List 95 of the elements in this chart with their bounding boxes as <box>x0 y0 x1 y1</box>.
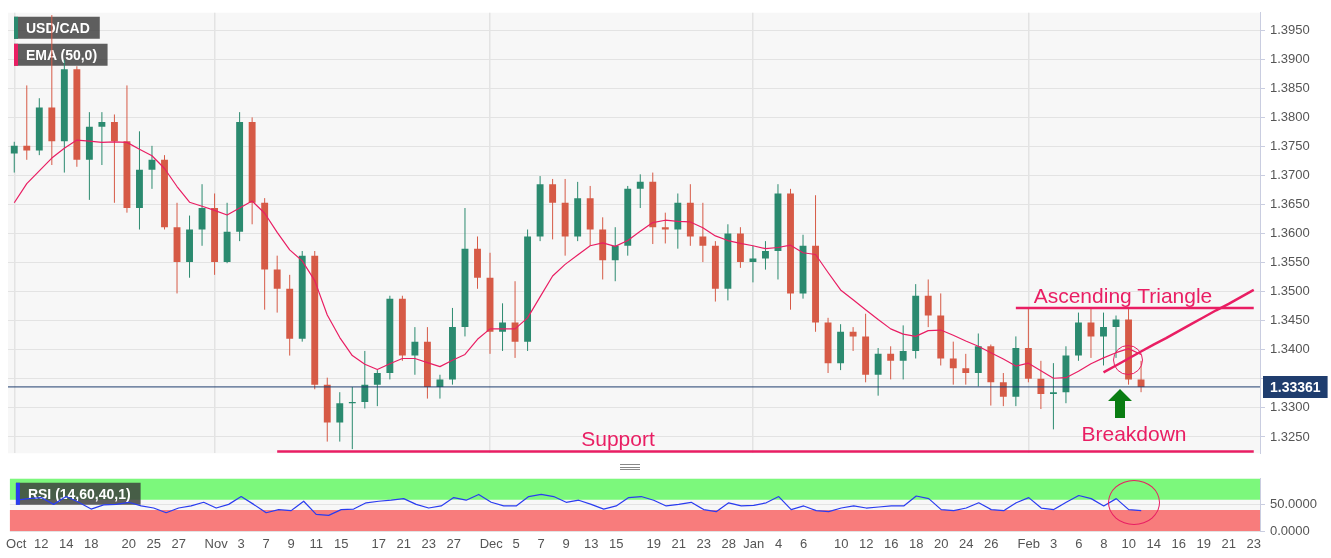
x-tick-label: 17 <box>371 536 386 552</box>
x-tick-label: 20 <box>121 536 136 552</box>
y-tick-label: 1.3550 <box>1270 254 1310 270</box>
x-tick-label: 23 <box>421 536 436 552</box>
y-tick-label: 1.3700 <box>1270 167 1310 183</box>
candlestick <box>899 324 907 380</box>
ref-line-label: 1.33361 <box>1270 378 1321 395</box>
candlestick <box>1100 312 1107 366</box>
annotation: Support <box>581 426 655 450</box>
x-tick-label: 6 <box>800 536 808 552</box>
y-tick-label: 1.3900 <box>1270 50 1310 66</box>
x-tick-label: Jan <box>743 536 765 552</box>
y-tick-label: 50.0000 <box>1270 496 1317 512</box>
annotation: Ascending Triangle <box>1033 283 1213 307</box>
x-tick-label: 6 <box>1075 536 1083 552</box>
candlestick <box>611 226 619 282</box>
candlestick <box>110 113 118 204</box>
x-tick-label: 15 <box>333 536 349 552</box>
candlestick <box>10 141 18 174</box>
x-tick-label: 9 <box>287 536 295 552</box>
legend-label: USD/CAD <box>26 19 90 36</box>
x-tick-label: 23 <box>696 536 711 552</box>
x-tick-label: 21 <box>1221 536 1236 552</box>
candlestick <box>273 255 281 314</box>
annotation: Breakdown <box>1081 421 1187 445</box>
x-tick-label: 4 <box>775 536 783 552</box>
candlestick <box>636 173 644 209</box>
candlestick <box>511 280 519 359</box>
legend-label: RSI (14,60,40,1) <box>27 485 131 502</box>
candlestick <box>411 326 419 376</box>
x-tick-label: 26 <box>983 536 999 552</box>
x-tick-label: 15 <box>608 536 624 552</box>
x-tick-label: 18 <box>83 536 99 552</box>
x-tick-label: 21 <box>396 536 411 552</box>
y-tick-label: 1.3600 <box>1270 225 1310 241</box>
x-tick-label: 27 <box>171 536 186 552</box>
y-tick-label: 1.3400 <box>1270 341 1310 357</box>
candlestick <box>661 212 669 244</box>
candlestick <box>1049 362 1057 430</box>
x-tick-label: 10 <box>1121 536 1136 552</box>
candlestick <box>874 347 882 397</box>
x-tick-label: 9 <box>562 536 570 552</box>
candlestick <box>1137 360 1145 393</box>
candlestick <box>436 374 444 400</box>
y-tick-label: 1.3650 <box>1270 196 1310 212</box>
x-tick-label: 28 <box>721 536 736 552</box>
x-tick-label: 13 <box>583 536 599 552</box>
x-tick-label: Oct <box>6 536 27 552</box>
y-tick-label: 1.3450 <box>1270 312 1310 328</box>
y-tick-label: 1.3800 <box>1270 108 1310 124</box>
candlestick <box>924 278 932 328</box>
x-tick-label: 19 <box>646 536 661 552</box>
x-tick-label: 16 <box>1171 536 1186 552</box>
x-tick-label: 19 <box>1196 536 1211 552</box>
y-tick-label: 1.3500 <box>1270 283 1310 299</box>
y-tick-label: 1.3300 <box>1270 399 1310 415</box>
candlestick <box>949 341 957 386</box>
y-tick-label: 1.3250 <box>1270 428 1310 444</box>
x-tick-label: 16 <box>883 536 899 552</box>
candlestick <box>699 202 707 263</box>
x-tick-label: 14 <box>58 536 74 552</box>
candlestick <box>98 111 106 166</box>
y-tick-label: 1.3750 <box>1270 138 1310 154</box>
x-tick-label: 8 <box>1100 536 1108 552</box>
x-tick-label: 7 <box>537 536 545 552</box>
candlestick <box>549 178 557 240</box>
x-tick-label: Nov <box>204 536 229 552</box>
x-tick-label: 25 <box>146 536 161 552</box>
candlestick <box>762 240 769 271</box>
x-tick-label: 7 <box>262 536 270 552</box>
x-tick-label: 20 <box>933 536 949 552</box>
x-tick-label: Dec <box>479 536 504 552</box>
candlestick <box>198 183 206 247</box>
candlestick <box>962 353 970 386</box>
x-tick-label: 11 <box>309 536 323 552</box>
y-tick-label: 1.3950 <box>1270 21 1310 37</box>
x-tick-label: 27 <box>446 536 461 552</box>
candlestick <box>887 345 895 380</box>
x-tick-label: 3 <box>237 536 245 552</box>
x-tick-label: 23 <box>1246 536 1261 552</box>
x-tick-label: 10 <box>833 536 849 552</box>
x-tick-label: 21 <box>671 536 686 552</box>
x-tick-label: Feb <box>1017 536 1040 552</box>
y-tick-label: 1.3850 <box>1270 79 1310 95</box>
y-tick-label: 0.0000 <box>1270 522 1310 538</box>
x-tick-label: 14 <box>1146 536 1161 552</box>
x-tick-label: 12 <box>858 536 874 552</box>
x-tick-label: 12 <box>33 536 49 552</box>
x-tick-label: 24 <box>958 536 974 552</box>
legend-label: EMA (50,0) <box>26 46 98 63</box>
x-tick-label: 3 <box>1050 536 1058 552</box>
candlestick <box>373 369 381 407</box>
x-tick-label: 5 <box>512 536 520 552</box>
x-tick-label: 18 <box>908 536 924 552</box>
candlestick <box>336 391 344 443</box>
